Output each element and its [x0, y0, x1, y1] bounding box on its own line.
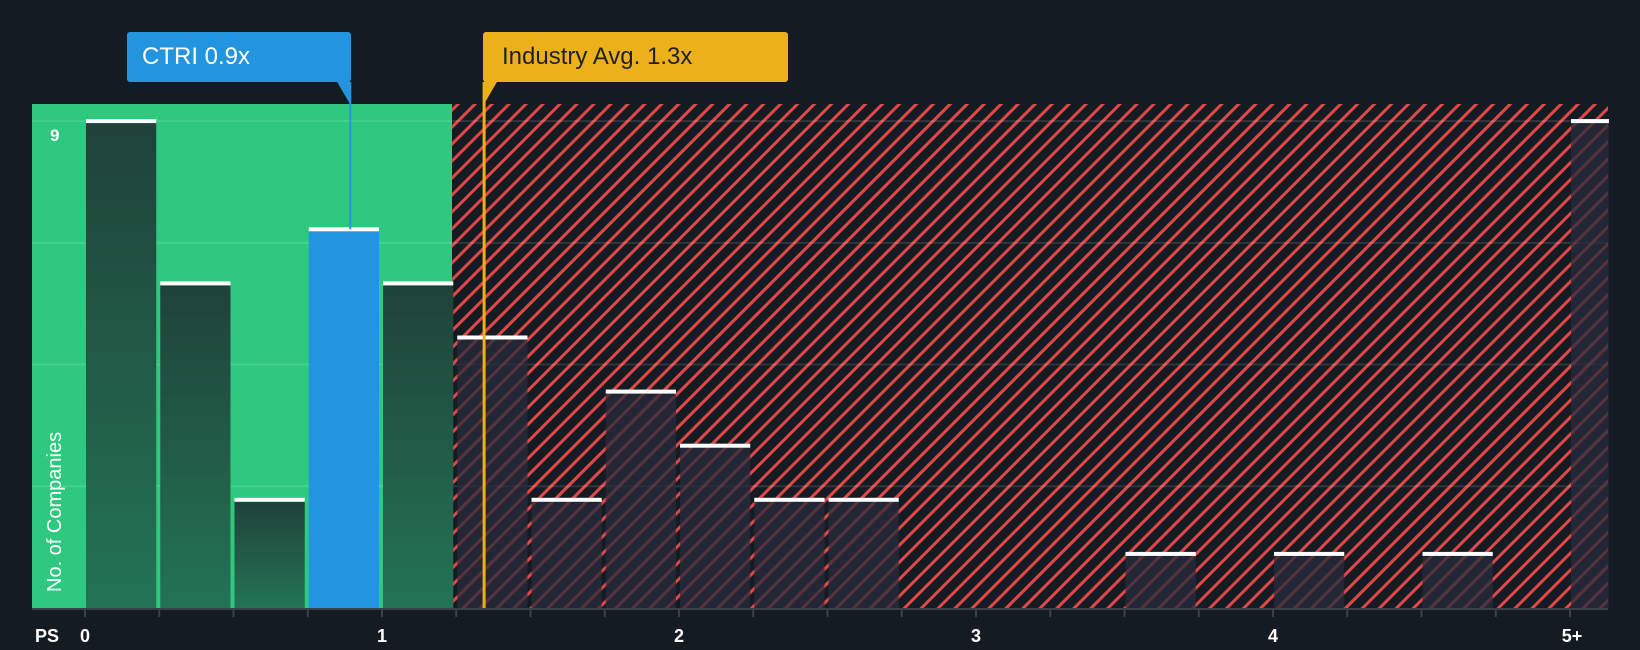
- bar-top-marker: [680, 443, 751, 448]
- bar-top-marker: [86, 119, 157, 124]
- bar-top-marker: [531, 497, 602, 502]
- histogram-bar: [1274, 553, 1345, 608]
- x-tick-label: 5+: [1561, 626, 1583, 646]
- y-axis-max-label: 9: [50, 126, 60, 145]
- bar-top-marker: [308, 227, 379, 232]
- company-ps-label: CTRI 0.9x: [127, 32, 351, 82]
- highlighted-bar: [308, 229, 379, 609]
- bar-top-marker: [1125, 551, 1196, 556]
- histogram-bar: [1125, 553, 1196, 608]
- histogram-bar: [457, 337, 528, 608]
- industry-avg-label: Industry Avg. 1.3x: [483, 32, 788, 82]
- bar-top-marker: [828, 497, 899, 502]
- bar-top-marker: [234, 497, 305, 502]
- bar-top-marker: [457, 335, 528, 340]
- x-axis-title: PS: [35, 626, 60, 646]
- x-tick-label: 4: [1267, 626, 1279, 646]
- histogram-bar: [754, 499, 825, 608]
- bar-top-marker: [1274, 551, 1345, 556]
- bar-top-marker: [754, 497, 825, 502]
- x-tick-label: 0: [79, 626, 91, 646]
- x-tick-label: 3: [970, 626, 982, 646]
- histogram-bar: [605, 391, 676, 608]
- histogram-bar: [160, 283, 231, 608]
- bar-top-marker: [383, 281, 454, 286]
- x-tick-label: 1: [376, 626, 388, 646]
- y-axis-title: No. of Companies: [44, 431, 66, 592]
- bar-top-marker: [1422, 551, 1493, 556]
- histogram-bar: [86, 121, 157, 608]
- industry-label-pointer: [484, 80, 499, 104]
- histogram-bar: [1422, 553, 1493, 608]
- histogram-bar: [828, 499, 899, 608]
- bar-top-marker: [605, 389, 676, 394]
- histogram-bar: [680, 445, 751, 608]
- bar-top-marker: [1571, 119, 1609, 124]
- bar-top-marker: [160, 281, 231, 286]
- histogram-bar: [234, 499, 305, 608]
- histogram-bar: [383, 283, 454, 608]
- company-label-pointer: [336, 80, 350, 104]
- histogram-bar: [1571, 121, 1609, 608]
- histogram-bar: [531, 499, 602, 608]
- x-tick-label: 2: [673, 626, 685, 646]
